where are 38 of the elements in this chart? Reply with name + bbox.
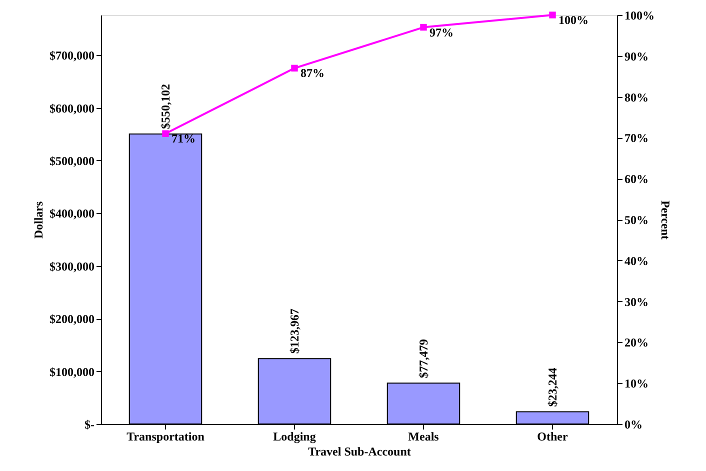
y-tick-label: $100,000 — [50, 364, 94, 379]
y2-tick-label: 20% — [624, 336, 648, 350]
y2-tick-label: 40% — [624, 254, 648, 268]
y2-tick-label: 90% — [624, 49, 648, 64]
y2-tick-label: 0% — [624, 418, 642, 432]
point — [420, 24, 427, 31]
data-label: $23,244 — [546, 368, 560, 407]
y2-tick-label: 80% — [624, 90, 648, 104]
y-tick-label: $300,000 — [50, 259, 94, 274]
x-tick-label: Lodging — [273, 430, 316, 444]
y-tick-label: $400,000 — [50, 206, 94, 221]
y2-tick-label: 10% — [624, 376, 648, 391]
y2-axis-title: Percent — [658, 200, 672, 240]
y2-tick-label: 70% — [624, 131, 648, 146]
y2-tick-label: 100% — [624, 8, 654, 22]
y2-tick-label: 60% — [624, 172, 648, 186]
data-label: $77,479 — [416, 339, 430, 378]
data-label: 97% — [430, 25, 454, 40]
y-tick-label: $500,000 — [50, 154, 94, 168]
data-label: $550,102 — [158, 84, 172, 130]
y-tick-label: $700,000 — [50, 48, 94, 63]
data-label: 87% — [300, 66, 324, 80]
data-label: 100% — [558, 13, 588, 27]
data-label: 71% — [172, 132, 196, 146]
y2-tick-label: 50% — [624, 213, 648, 227]
y-tick-label: $600,000 — [50, 101, 94, 116]
y-tick-label: $- — [84, 418, 94, 432]
x-axis-title: Travel Sub-Account — [308, 444, 411, 458]
y2-tick-label: 30% — [624, 294, 648, 309]
data-label: $123,967 — [288, 308, 302, 354]
x-tick-label: Meals — [408, 430, 440, 444]
x-tick-label: Other — [537, 430, 568, 444]
y-axis-title: Dollars — [32, 201, 46, 239]
point — [291, 64, 298, 72]
x-tick-label: Transportation — [126, 430, 205, 444]
point — [549, 12, 556, 18]
y-tick-label: $200,000 — [50, 312, 94, 326]
point — [162, 130, 169, 137]
